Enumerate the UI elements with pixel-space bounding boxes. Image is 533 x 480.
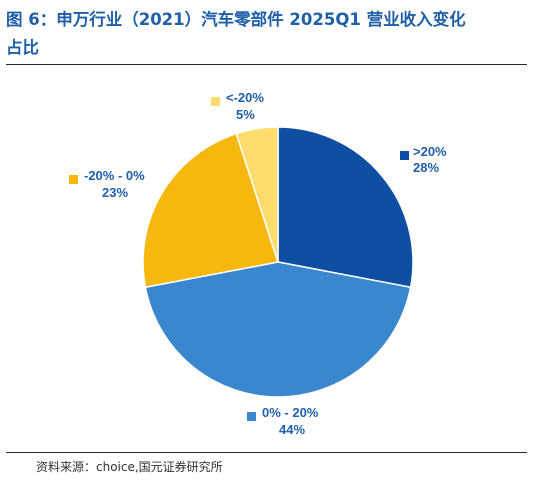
slice-category-label-0: >20% [413, 144, 447, 159]
slice-category-label-1: 0% - 20% [262, 405, 319, 420]
pie-slice-1 [144, 261, 412, 398]
legend-marker-1 [247, 412, 256, 421]
slice-value-label-3: 5% [236, 107, 255, 122]
slice-value-label-0: 28% [413, 160, 439, 175]
title-divider [6, 64, 527, 65]
pie-slice-0 [277, 126, 414, 289]
slice-category-label-3: <-20% [226, 90, 264, 105]
footer-divider [6, 452, 527, 453]
chart-title-line1: 图 6：申万行业（2021）汽车零部件 2025Q1 营业收入变化 [6, 10, 466, 29]
pie-slice-2 [142, 132, 279, 289]
legend-marker-2 [69, 175, 78, 184]
chart-title-line2: 占比 [6, 38, 39, 57]
legend-marker-0 [400, 151, 409, 160]
pie-slice-3 [235, 126, 279, 263]
legend-marker-3 [211, 97, 220, 106]
slice-category-label-2: -20% - 0% [84, 168, 145, 183]
slice-value-label-2: 23% [102, 185, 128, 200]
slice-value-label-1: 44% [279, 422, 305, 437]
source-note: 资料来源：choice,国元证券研究所 [36, 460, 223, 474]
chart-title: 图 6：申万行业（2021）汽车零部件 2025Q1 营业收入变化 占比 [6, 6, 528, 62]
